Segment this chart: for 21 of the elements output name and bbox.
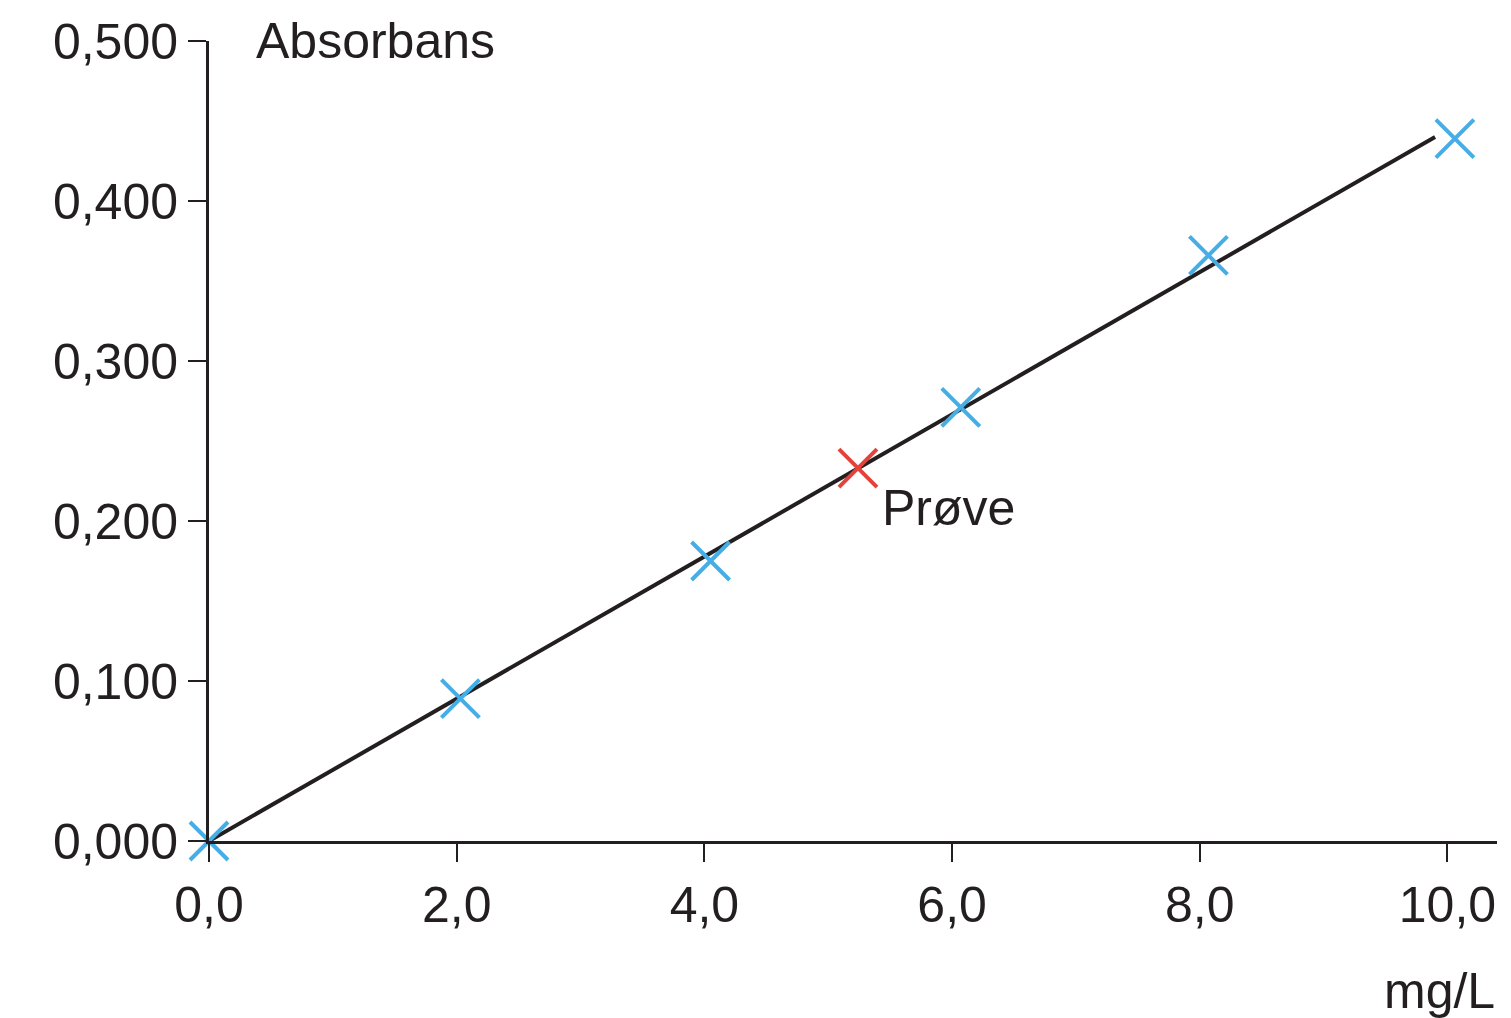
y-tick-label: 0,000 bbox=[52, 813, 178, 870]
annotation: Prøve bbox=[882, 480, 1016, 536]
y-tick-label: 0,400 bbox=[52, 173, 178, 230]
point bbox=[1187, 234, 1230, 277]
y-axis-title: Absorbans bbox=[256, 13, 496, 69]
point bbox=[939, 386, 982, 429]
y-tick-label: 0,300 bbox=[52, 333, 178, 390]
x-tick-label: 6,0 bbox=[917, 877, 987, 933]
x-tick-label: 2,0 bbox=[421, 877, 492, 933]
point bbox=[439, 677, 482, 720]
point bbox=[689, 540, 732, 582]
x-tick-label: 10,0 bbox=[1398, 877, 1497, 933]
x-axis-title: mg/L bbox=[1384, 963, 1496, 1018]
y-tick-label: 0,200 bbox=[52, 493, 178, 550]
y-tick-label: 0,500 bbox=[52, 13, 178, 70]
point bbox=[1433, 117, 1476, 160]
x-tick-label: 0,0 bbox=[174, 877, 244, 933]
x-tick-label: 4,0 bbox=[669, 877, 740, 933]
x-tick-label: 8,0 bbox=[1165, 877, 1235, 933]
point bbox=[836, 447, 879, 490]
y-tick-label: 0,100 bbox=[52, 653, 178, 710]
